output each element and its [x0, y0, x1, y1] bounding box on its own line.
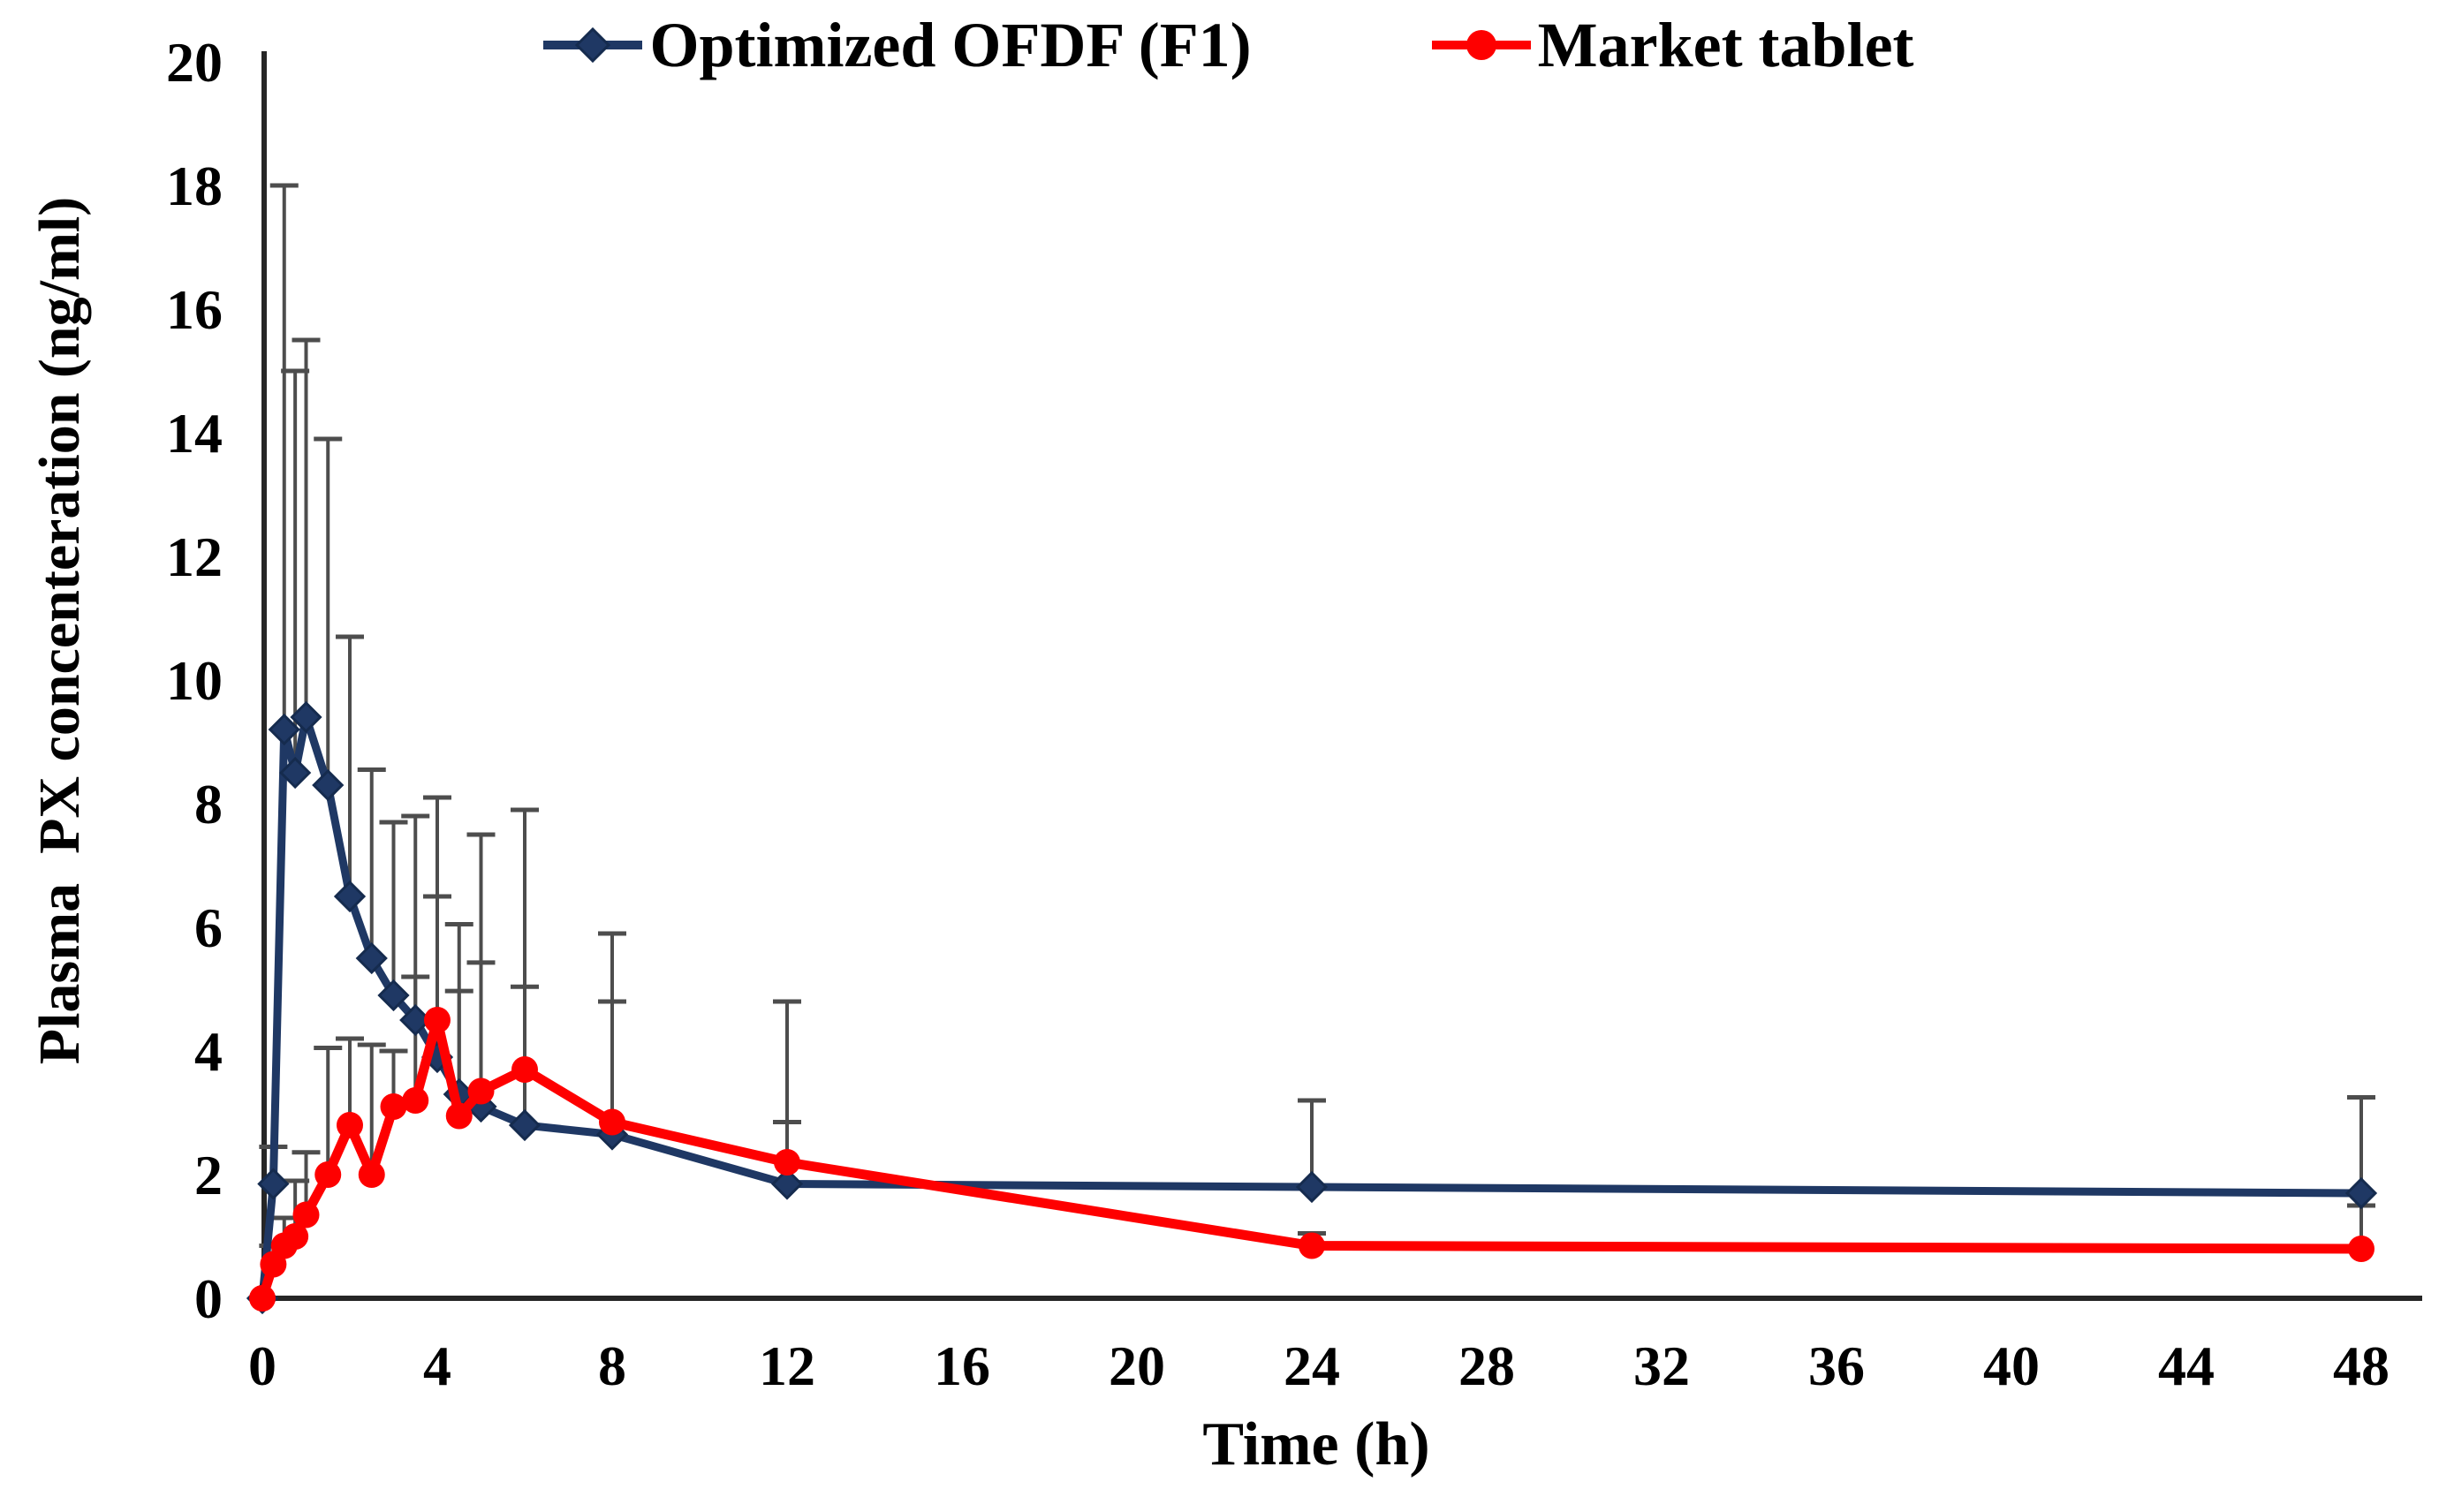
data-point-circle	[2348, 1236, 2374, 1262]
data-point-circle	[424, 1007, 451, 1033]
x-tick-label: 0	[248, 1334, 276, 1397]
x-tick-label: 24	[1284, 1334, 1340, 1397]
y-tick-label: 0	[194, 1267, 223, 1330]
data-point-diamond	[268, 713, 300, 746]
x-tick-label: 40	[1983, 1334, 2040, 1397]
data-point-circle	[445, 1102, 473, 1130]
data-point-circle	[380, 1093, 407, 1120]
x-tick-label: 12	[759, 1334, 815, 1397]
data-point-circle	[282, 1223, 309, 1250]
y-tick-label: 14	[166, 402, 223, 465]
y-tick-label: 10	[166, 649, 223, 712]
y-tick-label: 16	[166, 278, 223, 341]
data-point-circle	[402, 1087, 429, 1114]
y-tick-label: 12	[166, 525, 223, 588]
data-point-circle	[358, 1161, 385, 1188]
x-tick-label: 32	[1633, 1334, 1690, 1397]
data-point-diamond	[257, 1168, 290, 1200]
data-point-circle	[599, 1108, 625, 1136]
y-tick-label: 20	[166, 31, 223, 94]
x-tick-label: 36	[1808, 1334, 1865, 1397]
y-tick-label: 4	[194, 1020, 223, 1083]
y-tick-label: 18	[166, 155, 223, 217]
y-tick-label: 8	[194, 773, 223, 835]
data-point-circle	[249, 1285, 276, 1312]
data-point-circle	[511, 1056, 538, 1083]
x-tick-label: 44	[2158, 1334, 2215, 1397]
data-point-diamond	[290, 700, 322, 734]
data-point-circle	[314, 1161, 342, 1188]
data-point-diamond	[1295, 1170, 1329, 1204]
data-point-circle	[1299, 1232, 1325, 1259]
x-tick-label: 48	[2333, 1334, 2390, 1397]
x-tick-label: 16	[934, 1334, 990, 1397]
data-point-diamond	[2344, 1176, 2378, 1210]
data-point-circle	[467, 1077, 495, 1105]
y-axis-title: Plasma PX concenteration (ng/ml)	[27, 196, 92, 1065]
data-point-circle	[337, 1112, 363, 1138]
data-point-diamond	[377, 979, 410, 1012]
x-tick-label: 4	[423, 1334, 451, 1397]
data-point-diamond	[508, 1108, 542, 1142]
data-point-circle	[774, 1149, 800, 1176]
data-point-circle	[292, 1201, 320, 1228]
series-line-ofdf	[258, 713, 2366, 1303]
x-tick-label: 20	[1109, 1334, 1165, 1397]
x-tick-label: 8	[598, 1334, 626, 1397]
data-point-diamond	[279, 756, 312, 790]
y-tick-label: 2	[194, 1144, 223, 1206]
y-tick-label: 6	[194, 896, 223, 959]
data-point-diamond	[312, 768, 345, 802]
data-point-diamond	[355, 941, 388, 975]
data-point-diamond	[333, 880, 367, 913]
x-tick-label: 28	[1458, 1334, 1515, 1397]
x-axis-title: Time (h)	[1202, 1410, 1430, 1478]
